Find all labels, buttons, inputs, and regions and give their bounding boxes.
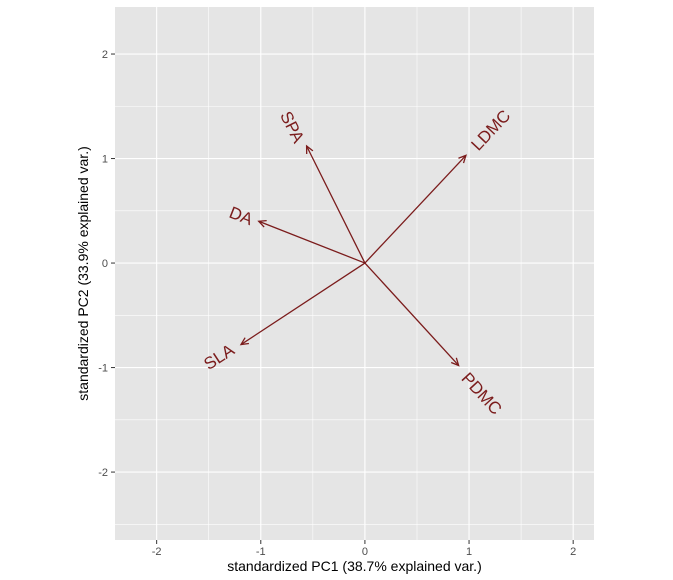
y-axis: -2 -1 0 1 2: [98, 49, 115, 479]
y-tick-label: -2: [98, 467, 108, 479]
y-tick-label: 1: [102, 154, 108, 166]
vector-spa-arrowhead: [305, 144, 314, 155]
vector-ldmc-arrow: [364, 154, 467, 264]
vector-sla-arrowhead: [239, 337, 250, 346]
major-grid: [115, 7, 594, 540]
vector-pdmc-arrowhead: [450, 357, 460, 367]
minor-grid: [115, 7, 594, 540]
x-tick-label: -1: [256, 546, 266, 558]
y-axis-title: standardized PC2 (33.9% explained var.): [75, 146, 91, 400]
y-tick-label: 2: [102, 49, 108, 61]
y-tick-label: 0: [102, 258, 108, 270]
x-tick-label: -2: [152, 546, 162, 558]
x-axis-title: standardized PC1 (38.7% explained var.): [227, 558, 481, 574]
vector-da-arrowhead: [257, 220, 267, 228]
y-tick-label: -1: [98, 363, 108, 375]
vector-da-arrow: [258, 220, 366, 264]
vector-spa-arrow: [306, 145, 366, 264]
panel-background: [115, 7, 594, 540]
vector-pdmc-arrow: [364, 262, 460, 366]
vector-sla-arrow: [240, 262, 366, 346]
x-tick-label: 0: [362, 546, 368, 558]
x-tick-label: 1: [466, 546, 472, 558]
x-tick-label: 2: [570, 546, 576, 558]
vector-ldmc-arrowhead: [458, 154, 467, 164]
x-axis: -2 -1 0 1 2: [152, 540, 576, 558]
